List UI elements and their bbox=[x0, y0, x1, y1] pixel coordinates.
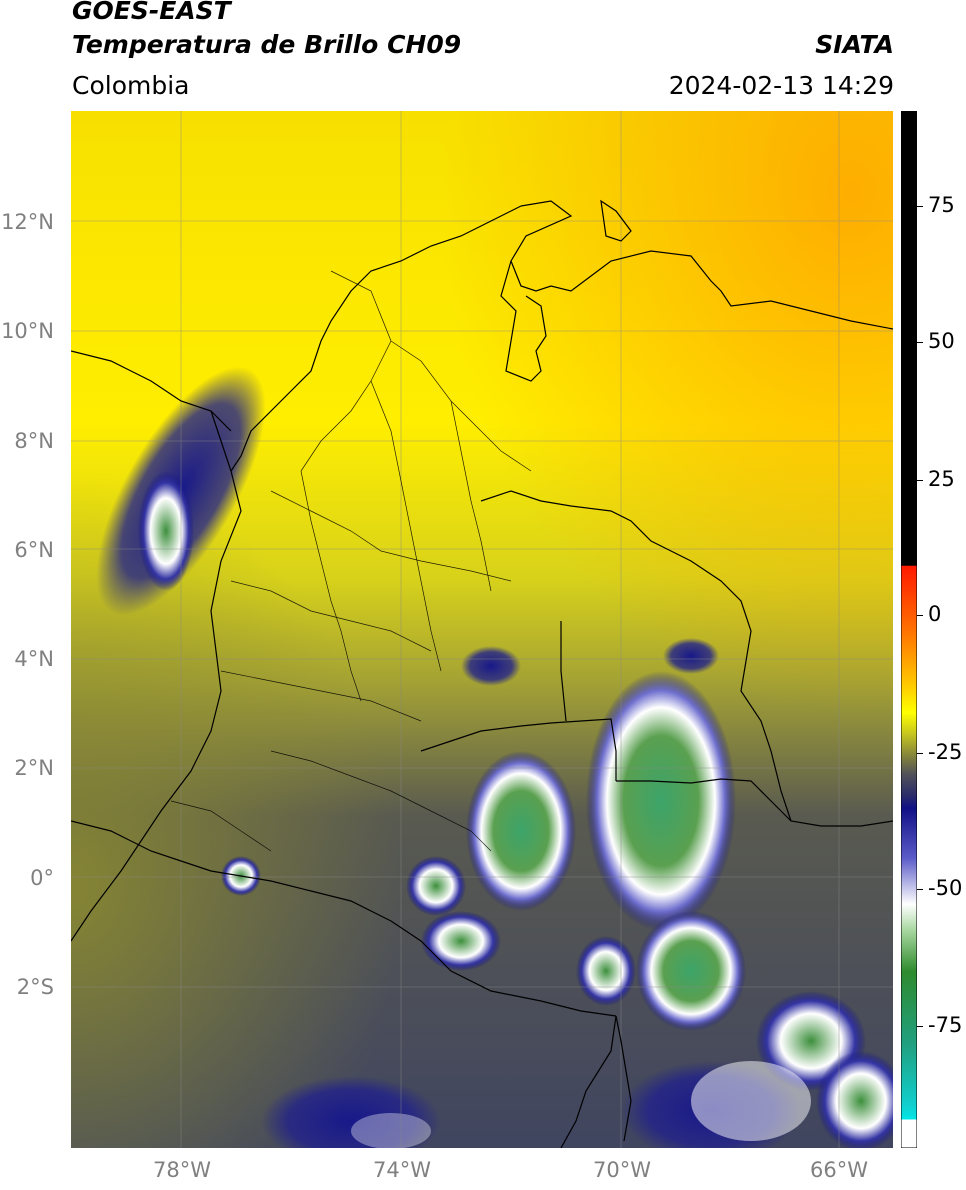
lon-tick-label: 74°W bbox=[373, 1158, 431, 1182]
cloud-features bbox=[96, 366, 893, 1148]
lat-tick-label: 10°N bbox=[1, 319, 54, 343]
colorbar-tick-label: -50 bbox=[917, 877, 962, 899]
colorbar bbox=[901, 111, 917, 1148]
lat-tick-label: 4°N bbox=[14, 647, 54, 671]
colorbar-tick-label: -25 bbox=[917, 741, 962, 763]
brand-label: SIATA bbox=[815, 30, 894, 59]
lat-tick-label: 0° bbox=[30, 866, 54, 890]
product-title: Temperatura de Brillo CH09 bbox=[72, 30, 462, 59]
lat-tick-label: 6°N bbox=[14, 538, 54, 562]
borders bbox=[71, 199, 893, 1148]
brightness-temperature-map bbox=[71, 111, 893, 1148]
colorbar-tick-label: 50 bbox=[917, 330, 955, 352]
lat-tick-label: 2°N bbox=[14, 756, 54, 780]
lat-tick-label: 8°N bbox=[14, 429, 54, 453]
colorbar-tick-label: 25 bbox=[917, 468, 955, 490]
colorbar-tick-label: 75 bbox=[917, 194, 955, 216]
lon-tick-label: 78°W bbox=[153, 1158, 211, 1182]
lon-tick-label: 70°W bbox=[593, 1158, 651, 1182]
region-label: Colombia bbox=[72, 71, 190, 100]
lat-tick-label: 2°S bbox=[16, 975, 54, 999]
lat-tick-label: 12°N bbox=[1, 210, 54, 234]
timestamp-label: 2024-02-13 14:29 bbox=[668, 71, 894, 100]
satellite-title: GOES-EAST bbox=[72, 0, 231, 25]
colorbar-tick-label: -75 bbox=[917, 1014, 962, 1036]
department-borders bbox=[170, 270, 532, 852]
colorbar-tick-label: 0 bbox=[917, 603, 941, 625]
lon-tick-label: 66°W bbox=[810, 1158, 868, 1182]
